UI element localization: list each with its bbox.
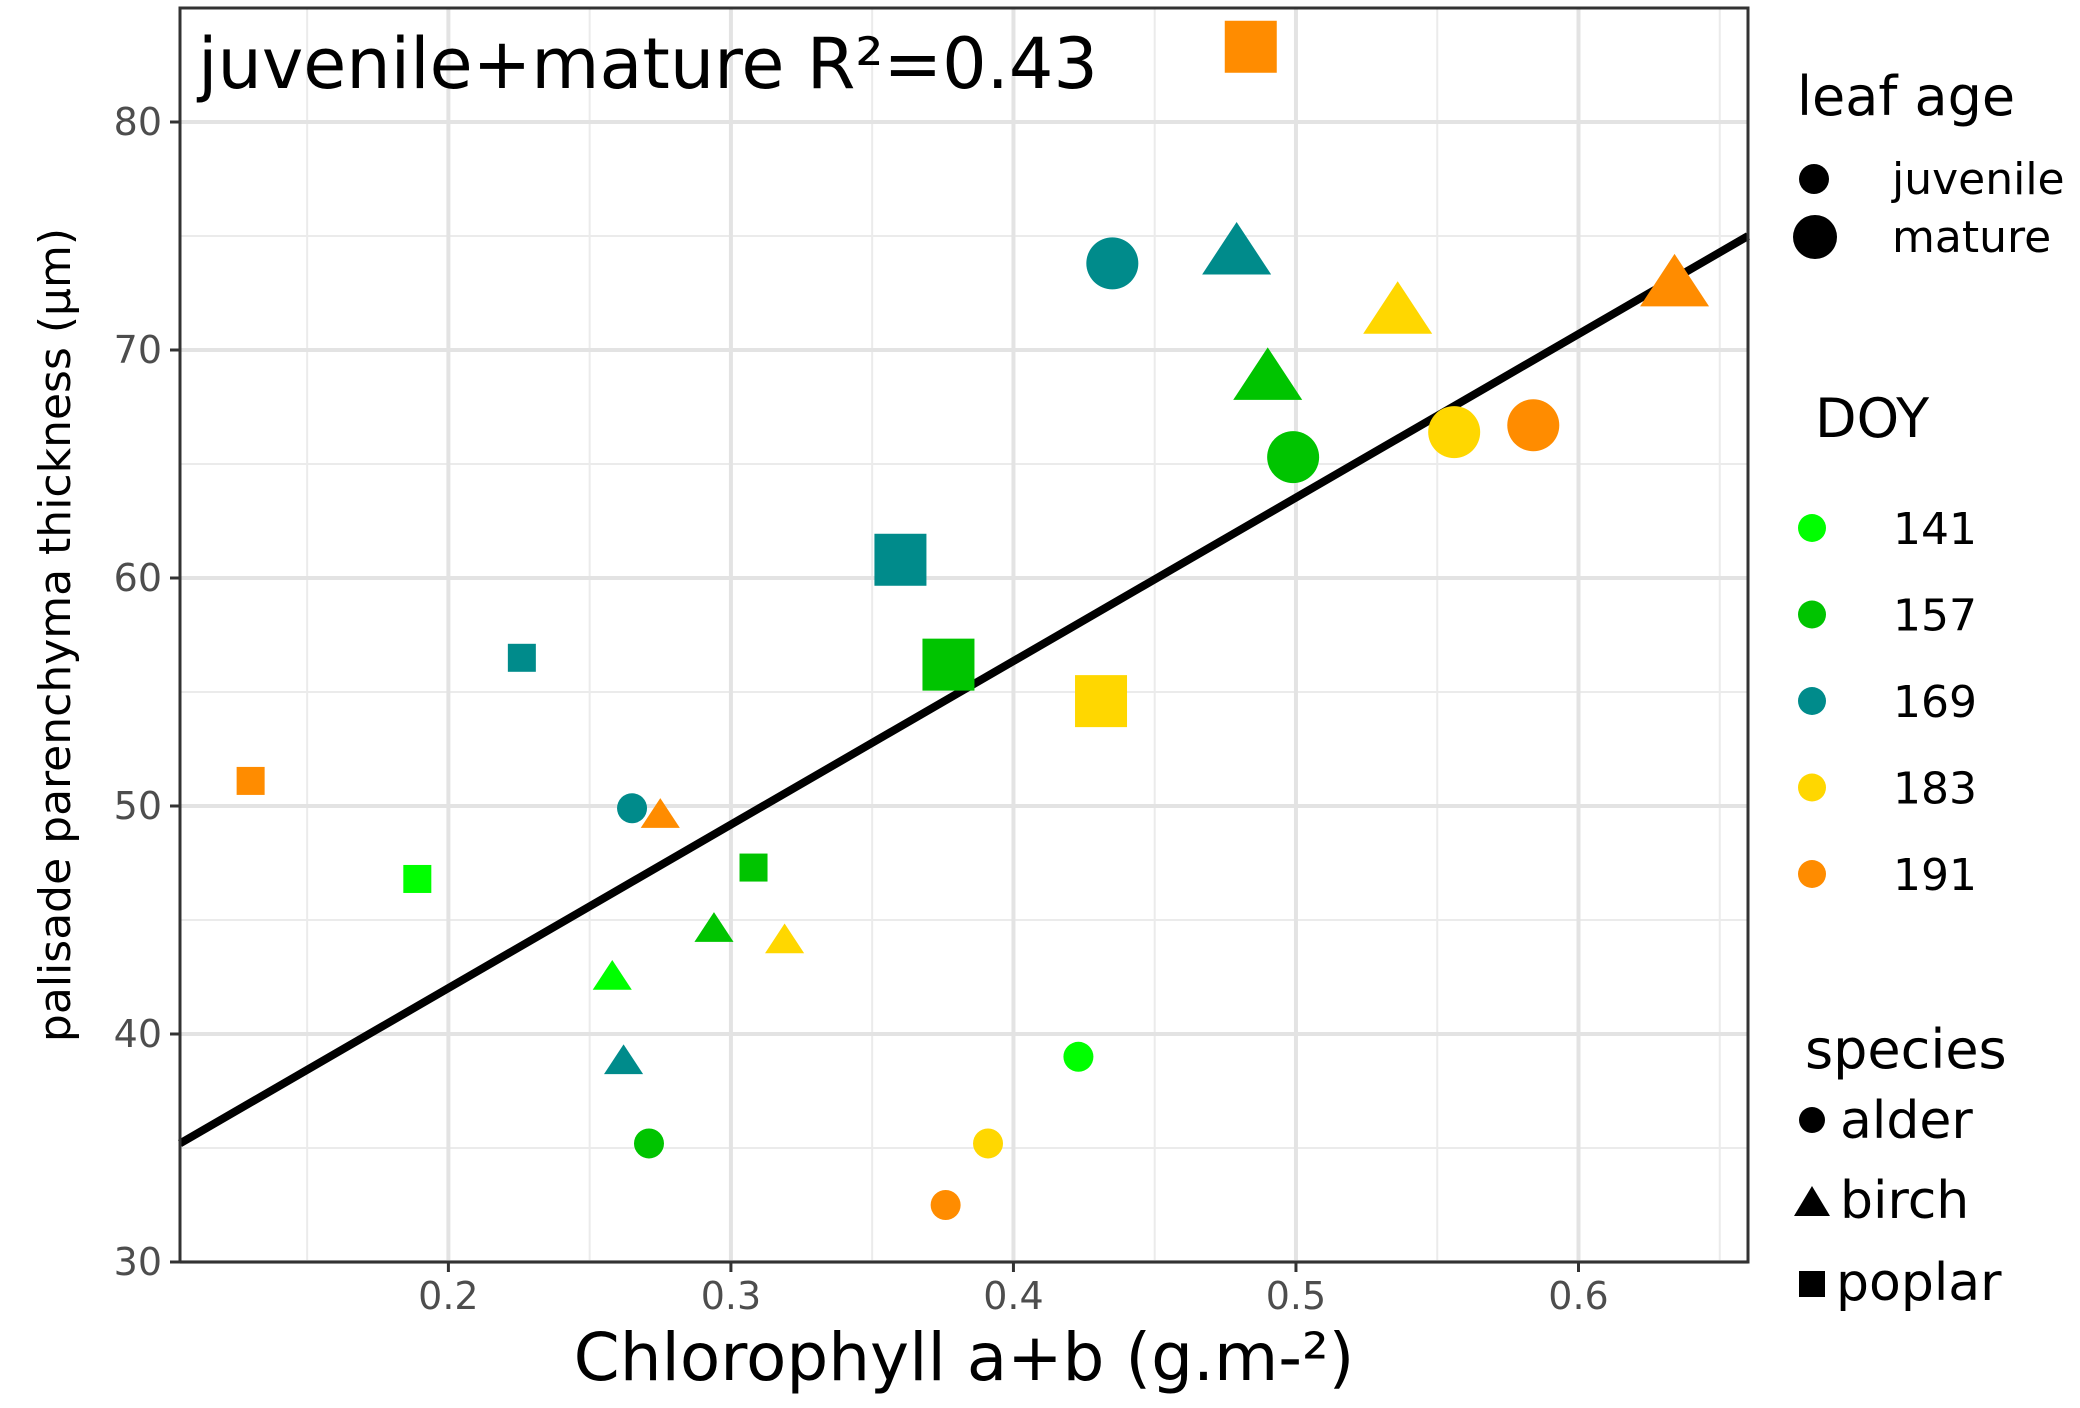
- y-tick-label: 30: [114, 1240, 162, 1284]
- data-point-poplar-juvenile-doy157: [739, 853, 768, 882]
- legend-title-leaf-age: leaf age: [1797, 65, 2015, 128]
- data-point-alder-mature-doy169: [1086, 237, 1139, 290]
- legend-doy-191-marker: [1798, 860, 1826, 888]
- legend-birch-label: birch: [1840, 1171, 1969, 1231]
- data-points: [236, 20, 1710, 1220]
- data-point-birch-mature-doy183: [1363, 281, 1433, 334]
- legend-doy-169-marker: [1798, 687, 1826, 715]
- legend-alder-label: alder: [1840, 1091, 1973, 1151]
- axis-ticks: 0.2 0.3 0.4 0.5 0.6 30 40 50 60 70 80: [114, 100, 1609, 1318]
- legend-alder-marker: [1799, 1107, 1825, 1133]
- data-point-birch-juvenile-doy141: [592, 960, 632, 990]
- x-tick-label: 0.3: [701, 1274, 761, 1318]
- y-tick-label: 40: [114, 1012, 162, 1056]
- data-point-birch-juvenile-doy157: [694, 912, 734, 942]
- y-tick-label: 70: [114, 328, 162, 372]
- r-squared-annotation: juvenile+mature R²=0.43: [196, 23, 1098, 105]
- data-point-poplar-juvenile-doy191: [236, 766, 265, 795]
- legend-mature-marker: [1793, 215, 1837, 259]
- data-point-birch-mature-doy191: [1640, 253, 1710, 307]
- x-tick-label: 0.6: [1548, 1274, 1608, 1318]
- doy-legend: 141 157 169 183 191: [1798, 504, 1977, 901]
- data-point-alder-juvenile-doy157: [633, 1128, 664, 1159]
- legend-doy-191-label: 191: [1893, 850, 1977, 901]
- data-point-birch-mature-doy157: [1233, 347, 1303, 400]
- legend-doy-183-label: 183: [1893, 764, 1977, 815]
- data-point-alder-mature-doy157: [1267, 431, 1320, 484]
- data-point-birch-mature-doy169: [1202, 221, 1272, 275]
- data-point-poplar-mature-doy191: [1224, 20, 1277, 73]
- data-point-alder-juvenile-doy169: [617, 793, 648, 824]
- data-point-poplar-juvenile-doy141: [403, 864, 432, 893]
- legend-juvenile-label: juvenile: [1891, 154, 2065, 205]
- legend-title-species: species: [1805, 1018, 2007, 1081]
- x-axis-title: Chlorophyll a+b (g.m-²): [574, 1319, 1355, 1396]
- legend-doy-141-label: 141: [1893, 504, 1977, 555]
- plot-border: [178, 6, 1750, 1264]
- y-tick-label: 50: [114, 784, 162, 828]
- y-tick-label: 60: [114, 556, 162, 600]
- data-point-alder-mature-doy191: [1507, 399, 1560, 452]
- x-tick-label: 0.4: [983, 1274, 1043, 1318]
- legend-doy-183-marker: [1798, 773, 1826, 802]
- legend-poplar-marker: [1799, 1271, 1825, 1297]
- data-point-poplar-mature-doy157: [922, 638, 975, 691]
- data-point-alder-mature-doy183: [1428, 406, 1481, 459]
- legend-poplar-label: poplar: [1836, 1253, 2002, 1313]
- legend-doy-141-marker: [1798, 514, 1826, 542]
- x-tick-label: 0.5: [1266, 1274, 1326, 1318]
- data-point-poplar-juvenile-doy169: [507, 643, 536, 672]
- legend-doy-157-label: 157: [1893, 591, 1977, 642]
- data-point-alder-juvenile-doy141: [1063, 1041, 1094, 1072]
- legend-birch-marker: [1794, 1186, 1830, 1216]
- data-point-poplar-mature-doy183: [1075, 675, 1128, 728]
- y-axis-title: palisade parenchyma thickness (µm): [30, 228, 81, 1042]
- data-point-alder-juvenile-doy191: [930, 1190, 961, 1220]
- legend-mature-label: mature: [1892, 212, 2051, 263]
- data-point-birch-juvenile-doy169: [604, 1044, 644, 1075]
- data-point-alder-juvenile-doy183: [973, 1128, 1004, 1159]
- legend-title-doy: DOY: [1815, 387, 1930, 450]
- y-tick-label: 80: [114, 100, 162, 144]
- data-point-birch-juvenile-doy191: [640, 798, 680, 828]
- data-point-birch-juvenile-doy183: [765, 923, 805, 954]
- data-point-poplar-mature-doy169: [874, 533, 927, 586]
- x-tick-label: 0.2: [418, 1274, 478, 1318]
- legend-doy-157-marker: [1798, 600, 1826, 629]
- legend-doy-169-label: 169: [1893, 677, 1977, 728]
- plot-panel: [180, 8, 1748, 1262]
- legend-juvenile-marker: [1799, 164, 1829, 194]
